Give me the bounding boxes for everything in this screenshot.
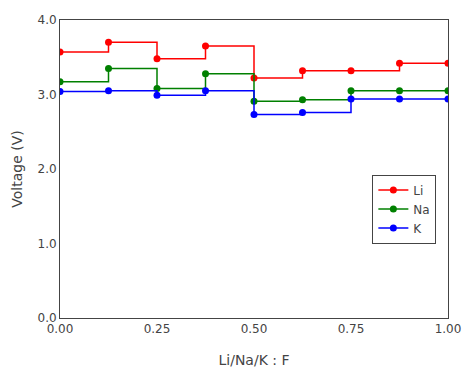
svg-text:Na: Na bbox=[413, 203, 429, 217]
svg-text:0.50: 0.50 bbox=[241, 322, 268, 336]
svg-text:0.75: 0.75 bbox=[338, 322, 365, 336]
svg-text:1.00: 1.00 bbox=[435, 322, 462, 336]
svg-text:0.00: 0.00 bbox=[47, 322, 74, 336]
svg-text:K: K bbox=[413, 222, 422, 236]
svg-text:4.0: 4.0 bbox=[38, 13, 57, 27]
svg-text:1.0: 1.0 bbox=[38, 237, 57, 251]
svg-text:Voltage (V): Voltage (V) bbox=[9, 130, 25, 207]
svg-text:3.0: 3.0 bbox=[38, 88, 57, 102]
svg-text:Li: Li bbox=[413, 184, 423, 198]
svg-text:0.25: 0.25 bbox=[144, 322, 171, 336]
svg-text:2.0: 2.0 bbox=[38, 162, 57, 176]
svg-text:0.0: 0.0 bbox=[38, 311, 57, 325]
svg-text:Li/Na/K : F: Li/Na/K : F bbox=[218, 352, 289, 368]
